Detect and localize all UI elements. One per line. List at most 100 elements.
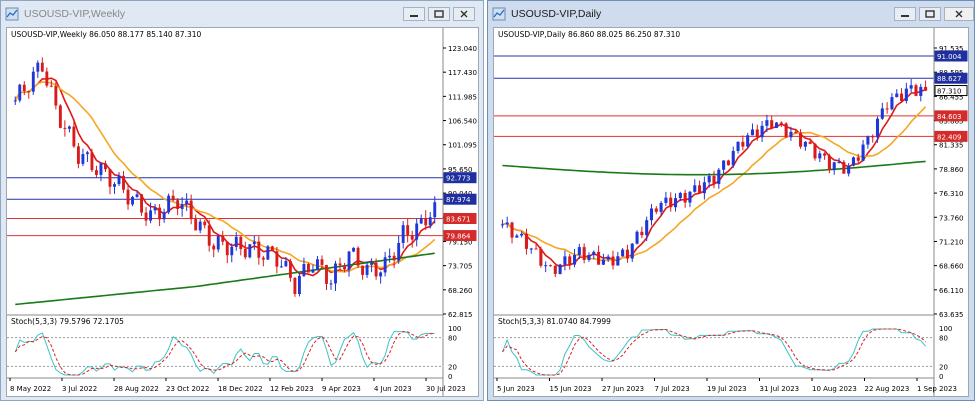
price-tag	[934, 85, 968, 97]
stoch-axis-label: 20	[939, 363, 948, 371]
candle-body	[63, 127, 67, 129]
candle-body	[248, 244, 252, 258]
candle-body	[818, 153, 822, 159]
minimize-button[interactable]	[403, 7, 425, 21]
candle-body	[914, 85, 918, 96]
candle-body	[669, 197, 673, 208]
candle-body	[234, 236, 238, 247]
candle-body	[230, 246, 234, 256]
candle-body	[18, 84, 22, 101]
candle-body	[284, 261, 288, 267]
candle-body	[553, 265, 557, 274]
weekly-chart-canvas[interactable]: USOUSD-VIP,Weekly 86.050 88.177 85.140 8…	[7, 28, 478, 396]
candle-body	[203, 221, 207, 226]
time-axis-label: 15 Jun 2023	[550, 385, 592, 393]
time-axis-label: 1 Sep 2023	[917, 385, 957, 393]
candle-body	[625, 249, 629, 259]
minimize-button[interactable]	[894, 7, 916, 21]
candle-body	[611, 256, 615, 266]
chart-window-icon	[5, 7, 19, 21]
candle-body	[347, 251, 351, 270]
candle-body	[592, 251, 596, 255]
weekly-chart-area[interactable]: USOUSD-VIP,Weekly 86.050 88.177 85.140 8…	[6, 27, 479, 397]
candle-body	[307, 264, 310, 273]
candle-body	[779, 122, 783, 124]
maximize-button[interactable]	[428, 7, 450, 21]
candle-body	[49, 85, 53, 87]
candle-body	[433, 202, 437, 218]
daily-chart-area[interactable]: USOUSD-VIP,Daily 86.860 88.025 86.250 87…	[493, 27, 969, 397]
candle-body	[67, 126, 71, 129]
candle-body	[31, 71, 35, 92]
candle-body	[866, 136, 870, 145]
candle-body	[813, 143, 817, 159]
price-tag	[934, 72, 968, 84]
candle-body	[275, 251, 279, 267]
price-tag	[934, 110, 968, 122]
candle-body	[765, 120, 769, 126]
price-tag-label: 92.773	[446, 175, 471, 183]
candle-body	[383, 257, 387, 273]
candle-body	[688, 191, 692, 203]
candle-body	[397, 242, 401, 261]
price-axis-label: 78.860	[939, 166, 964, 174]
price-axis-label: 73.760	[939, 214, 964, 222]
time-axis-label: 10 Aug 2023	[812, 385, 857, 393]
stoch-header: Stoch(5,3,3) 81.0740 84.7999	[498, 317, 611, 326]
ma-mid-line	[502, 106, 927, 262]
candle-body	[693, 185, 697, 192]
price-axis-label: 81.335	[939, 142, 964, 150]
weekly-titlebar[interactable]: USOUSD-VIP,Weekly	[1, 1, 483, 27]
daily-titlebar[interactable]: USOUSD-VIP,Daily	[488, 1, 974, 27]
candle-body	[180, 204, 184, 209]
candle-body	[640, 231, 644, 236]
stoch-signal-line	[14, 331, 435, 376]
candle-body	[316, 259, 319, 270]
candle-body	[419, 218, 423, 224]
weekly-chart-window[interactable]: USOUSD-VIP,Weekly USOUSD-VIP,Weekly 86.0…	[0, 0, 484, 401]
price-axis-label: 95.650	[448, 166, 473, 174]
candle-body	[760, 125, 764, 138]
candle-body	[392, 255, 396, 261]
candle-body	[678, 193, 682, 199]
candle-body	[582, 247, 586, 260]
candle-body	[621, 249, 625, 257]
candle-body	[851, 157, 855, 166]
stoch-axis-label: 0	[448, 373, 452, 381]
daily-chart-canvas[interactable]: USOUSD-VIP,Daily 86.860 88.025 86.250 87…	[494, 28, 968, 396]
time-axis: 5 Jun 2023 15 Jun 2023 27 Jun 2023 7 Jul 20…	[496, 378, 957, 393]
candle-body	[122, 175, 125, 190]
candle-body	[135, 194, 139, 197]
candle-body	[85, 152, 89, 155]
candle-body	[424, 218, 428, 226]
price-axis-label: 91.535	[939, 45, 964, 53]
close-button[interactable]	[453, 7, 475, 21]
candle-body	[861, 144, 865, 161]
candle-body	[379, 272, 383, 277]
candle-body	[803, 141, 807, 147]
daily-chart-window[interactable]: USOUSD-VIP,Daily USOUSD-VIP,Daily 86.860…	[487, 0, 975, 401]
candle-body	[212, 245, 216, 250]
time-axis-label: 7 Jul 2023	[655, 385, 690, 393]
window-controls	[403, 7, 475, 21]
stoch-axis: 100 80 20 0	[448, 325, 461, 381]
candle-body	[45, 71, 49, 86]
candle-body	[919, 86, 923, 96]
candle-body	[352, 247, 355, 252]
candle-body	[823, 153, 827, 156]
close-button[interactable]	[944, 7, 974, 21]
candle-body	[649, 208, 654, 221]
price-tag-label: 87.974	[446, 196, 471, 204]
price-tag	[443, 230, 477, 242]
candle-body	[99, 163, 103, 175]
maximize-button[interactable]	[919, 7, 941, 21]
candle-body	[54, 86, 58, 106]
candle-body	[149, 210, 153, 221]
candle-body	[76, 146, 80, 164]
candle-body	[774, 122, 779, 128]
price-axis-label: 76.310	[939, 190, 964, 198]
candle-body	[239, 236, 243, 250]
price-tag-label: 79.864	[446, 233, 471, 241]
candle-body	[856, 157, 860, 161]
candle-body	[117, 175, 121, 185]
